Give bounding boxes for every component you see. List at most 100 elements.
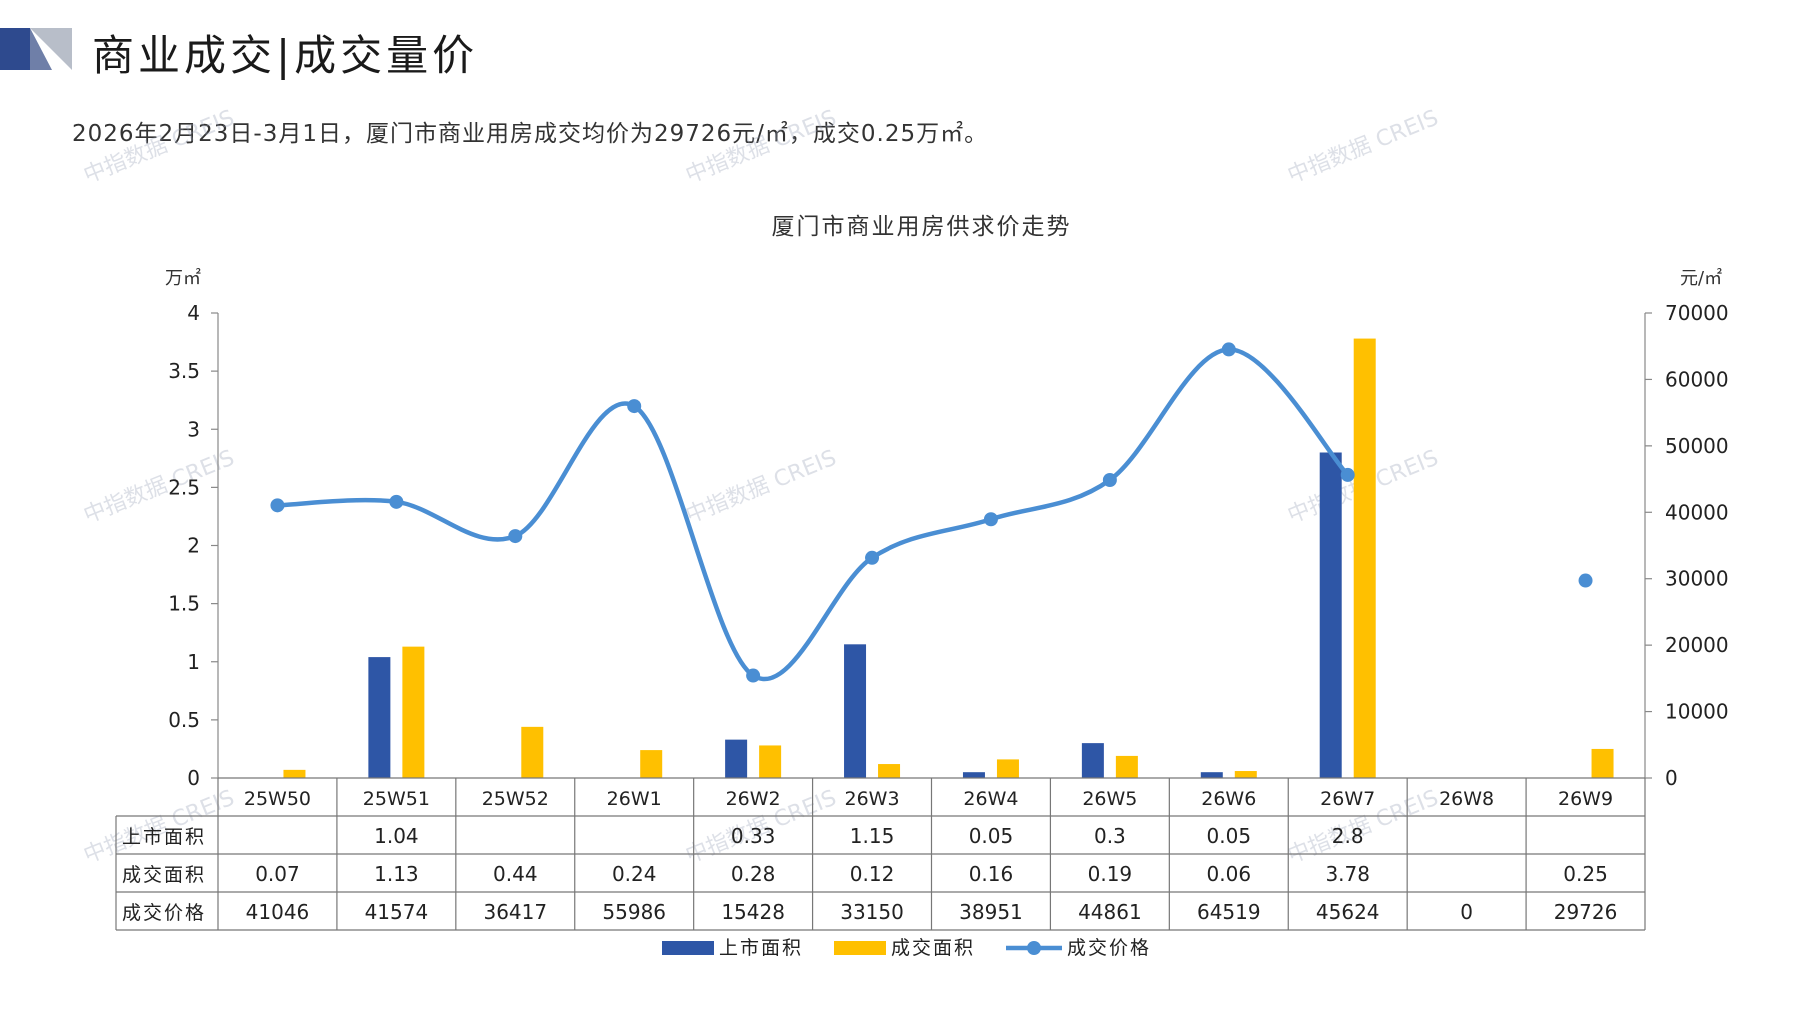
y-left-tick-label: 2.5	[168, 475, 200, 499]
table-data-label: 41574	[365, 900, 429, 924]
x-tick-label: 26W5	[1082, 788, 1137, 810]
legend-label-supply: 上市面积	[719, 937, 803, 959]
table-data-label: 0.28	[731, 862, 776, 886]
x-tick-label: 26W4	[963, 788, 1018, 810]
y-right-tick-label: 40000	[1665, 500, 1729, 524]
deal-bar	[283, 769, 306, 778]
y-right-tick-label: 20000	[1665, 633, 1729, 657]
table-data-label: 1.15	[850, 824, 895, 848]
deal-bar	[521, 726, 544, 778]
supply-bar	[1081, 743, 1104, 778]
deal-bar	[759, 745, 782, 778]
price-point	[746, 668, 761, 683]
y-left-tick-label: 3	[187, 417, 200, 441]
table-series-label: 成交面积	[122, 864, 206, 886]
y-left-tick-label: 1	[187, 650, 200, 674]
x-tick-label: 26W1	[607, 788, 662, 810]
price-point	[389, 494, 404, 509]
table-data-label: 44861	[1078, 900, 1142, 924]
supply-bar	[725, 739, 748, 778]
price-point	[270, 498, 285, 513]
y-left-tick-label: 0	[187, 766, 200, 790]
table-data-label: 0.25	[1563, 862, 1608, 886]
table-data-label: 0.19	[1088, 862, 1133, 886]
y-right-tick-label: 60000	[1665, 367, 1729, 391]
y-left-unit: 万㎡	[165, 267, 201, 289]
table-data-label: 55986	[602, 900, 666, 924]
table-data-label: 0.07	[255, 862, 300, 886]
supply-bar	[844, 644, 867, 778]
page-title: 商业成交|成交量价	[92, 31, 479, 80]
deal-bar	[640, 750, 663, 778]
table-data-label: 45624	[1316, 900, 1380, 924]
legend-swatch-price-dot	[1027, 941, 1041, 955]
x-tick-label: 25W52	[482, 788, 549, 810]
deal-bar	[996, 759, 1019, 778]
y-right-unit: 元/㎡	[1680, 267, 1722, 289]
y-left-tick-label: 1.5	[168, 592, 200, 616]
y-right-tick-label: 0	[1665, 766, 1678, 790]
table-data-label: 0	[1460, 900, 1473, 924]
summary-text: 2026年2月23日-3月1日，厦门市商业用房成交均价为29726元/㎡，成交0…	[72, 121, 989, 147]
table-data-label: 29726	[1554, 900, 1618, 924]
y-left-tick-label: 0.5	[168, 708, 200, 732]
table-data-label: 33150	[840, 900, 904, 924]
price-point	[1102, 472, 1117, 487]
legend-label-price: 成交价格	[1067, 937, 1151, 959]
table-data-label: 0.12	[850, 862, 895, 886]
table-data-label: 0.44	[493, 862, 538, 886]
table-data-label: 0.3	[1094, 824, 1126, 848]
y-right-tick-label: 30000	[1665, 567, 1729, 591]
supply-bar	[1200, 772, 1223, 778]
x-tick-label: 26W9	[1558, 788, 1613, 810]
table-data-label: 1.13	[374, 862, 419, 886]
table-data-label: 0.33	[731, 824, 776, 848]
x-tick-label: 25W50	[244, 788, 311, 810]
x-tick-label: 26W8	[1439, 788, 1494, 810]
supply-bar	[368, 657, 391, 778]
table-data-label: 64519	[1197, 900, 1261, 924]
y-left-tick-label: 3.5	[168, 359, 200, 383]
x-tick-label: 26W6	[1201, 788, 1256, 810]
header-logo-icon	[0, 28, 72, 70]
table-data-label: 2.8	[1332, 824, 1364, 848]
deal-bar	[402, 646, 425, 778]
table-data-label: 0.06	[1207, 862, 1252, 886]
price-point	[508, 529, 523, 544]
deal-bar	[878, 764, 901, 778]
supply-bar	[962, 772, 985, 778]
legend-swatch-supply	[662, 941, 714, 955]
chart-title: 厦门市商业用房供求价走势	[772, 214, 1072, 240]
y-right-tick-label: 10000	[1665, 700, 1729, 724]
table-data-label: 0.05	[1207, 824, 1252, 848]
x-tick-label: 26W2	[726, 788, 781, 810]
deal-bar	[1353, 338, 1376, 778]
table-series-label: 成交价格	[122, 902, 206, 924]
table-data-label: 15428	[721, 900, 785, 924]
table-data-label: 0.16	[969, 862, 1014, 886]
deal-bar	[1234, 771, 1257, 778]
table-data-label: 0.05	[969, 824, 1014, 848]
legend-label-deal: 成交面积	[891, 937, 975, 959]
price-point	[627, 399, 642, 414]
table-data-label: 0.24	[612, 862, 657, 886]
table-data-label: 1.04	[374, 824, 419, 848]
price-line	[277, 347, 1350, 681]
table-data-label: 41046	[246, 900, 310, 924]
x-tick-label: 26W3	[845, 788, 900, 810]
supply-bar	[1319, 452, 1342, 778]
price-point	[1578, 573, 1593, 588]
x-tick-label: 26W7	[1320, 788, 1375, 810]
table-series-label: 上市面积	[122, 826, 206, 848]
table-data-label: 36417	[483, 900, 547, 924]
price-point	[1340, 467, 1355, 482]
price-point	[983, 512, 998, 527]
deal-bar	[1591, 748, 1614, 778]
y-left-tick-label: 4	[187, 301, 200, 325]
y-left-tick-label: 2	[187, 534, 200, 558]
price-point	[865, 550, 880, 565]
table-data-label: 38951	[959, 900, 1023, 924]
x-tick-label: 25W51	[363, 788, 430, 810]
legend-swatch-deal	[834, 941, 886, 955]
